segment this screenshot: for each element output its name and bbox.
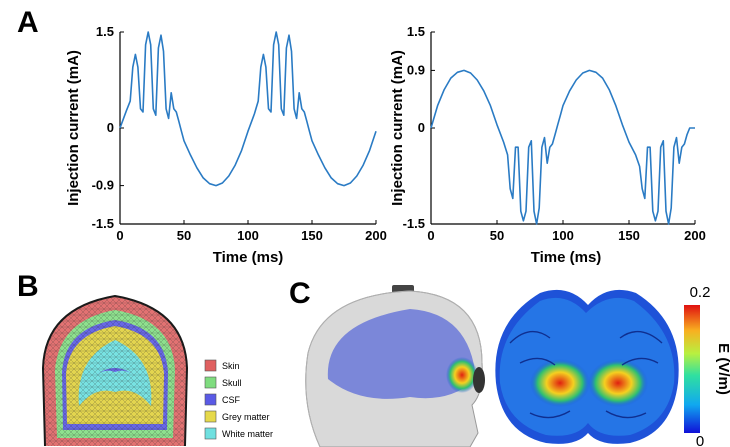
head-model <box>305 285 485 447</box>
legend-swatch <box>204 427 217 440</box>
series-line <box>119 31 377 187</box>
x-tick-label: 150 <box>301 228 323 243</box>
x-tick-label: 100 <box>237 228 259 243</box>
x-tick-label: 50 <box>490 228 504 243</box>
panel-label-c: C <box>289 277 311 310</box>
chart-1: 0 50 100 150 200 1.5 0 -0.9 -1.5 Time (ms) Injecti… <box>65 24 387 266</box>
legend-swatch <box>204 393 217 406</box>
y-tick-label: 1.5 <box>96 24 114 39</box>
panel-b-figure: Skin Skull CSF Grey matter White matter <box>41 294 273 446</box>
x-axis-label: Time (ms) <box>213 249 284 266</box>
brain-efield-map <box>495 289 679 444</box>
legend-label: Skin <box>222 361 240 371</box>
y-tick-label: 0.9 <box>407 62 425 77</box>
legend-label: CSF <box>222 395 241 405</box>
y-tick-label: 1.5 <box>407 24 425 39</box>
y-tick-label: 0 <box>107 120 114 135</box>
x-tick-label: 200 <box>365 228 387 243</box>
x-tick-label: 200 <box>684 228 706 243</box>
x-tick-label: 50 <box>177 228 191 243</box>
series-line <box>430 69 695 225</box>
x-axis-label: Time (ms) <box>531 249 602 266</box>
y-axis-label: Injection current (mA) <box>389 50 406 206</box>
panel-label-b: B <box>17 270 39 303</box>
legend-label: Grey matter <box>222 412 270 422</box>
panel-label-a: A <box>17 6 39 39</box>
head-mesh <box>41 294 189 446</box>
x-tick-label: 100 <box>552 228 574 243</box>
colorbar-max: 0.2 <box>690 284 711 301</box>
colorbar-label: E (V/m) <box>715 343 730 395</box>
legend-swatch <box>204 359 217 372</box>
x-tick-label: 0 <box>427 228 434 243</box>
legend-label: Skull <box>222 378 242 388</box>
y-tick-label: -0.9 <box>92 178 114 193</box>
panel-c-figure: 0.2 0 E (V/m) <box>305 284 730 447</box>
y-tick-label: -1.5 <box>403 216 425 231</box>
colorbar: 0.2 0 E (V/m) <box>684 284 730 447</box>
x-tick-label: 0 <box>116 228 123 243</box>
y-tick-label: -1.5 <box>92 216 114 231</box>
legend-label: White matter <box>222 429 273 439</box>
panel-a-plots: 0 50 100 150 200 1.5 0 -0.9 -1.5 Time (ms) Injecti… <box>65 24 706 266</box>
y-tick-label: 0 <box>418 120 425 135</box>
legend-swatch <box>204 410 217 423</box>
colorbar-min: 0 <box>696 433 704 447</box>
x-tick-label: 150 <box>618 228 640 243</box>
legend-swatch <box>204 376 217 389</box>
y-axis-label: Injection current (mA) <box>65 50 82 206</box>
